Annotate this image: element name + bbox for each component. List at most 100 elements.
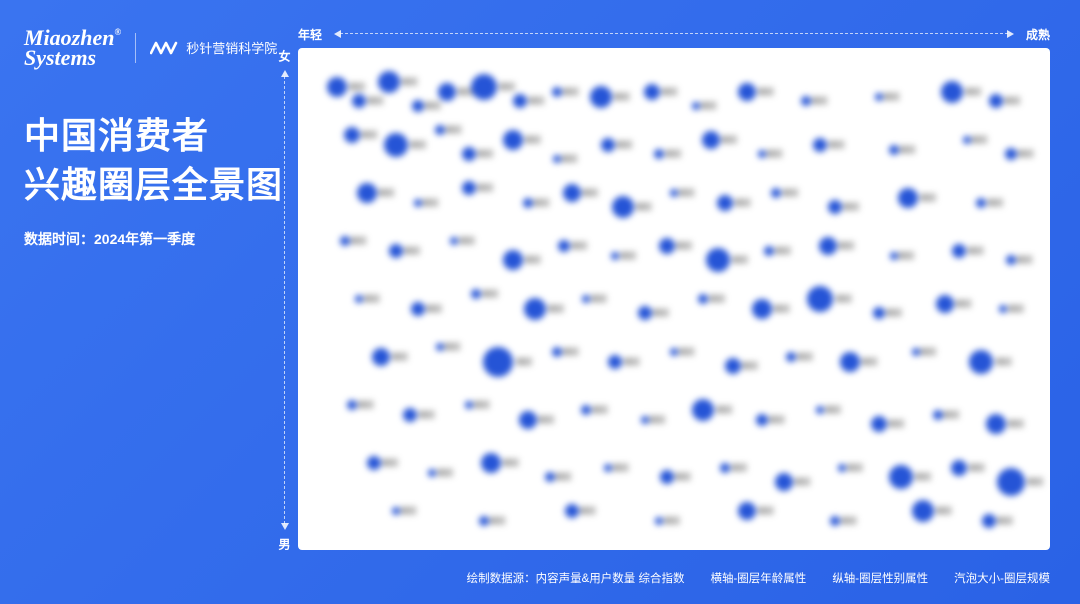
bubble-label: 圈层 xyxy=(364,294,380,305)
bubble-point: 圈层 xyxy=(357,183,377,203)
bubble-point: 圈层 xyxy=(553,155,561,163)
bubble-label: 圈层 xyxy=(1008,303,1024,314)
footer-size: 汽泡大小-圈层规模 xyxy=(954,570,1050,586)
bubble-point: 圈层 xyxy=(483,347,513,377)
bubble-point: 圈层 xyxy=(807,286,833,312)
bubble-point: 圈层 xyxy=(565,504,579,518)
bubble-point: 圈层 xyxy=(873,307,885,319)
bubble-point: 圈层 xyxy=(764,246,774,256)
bubble-point: 圈层 xyxy=(414,199,422,207)
title-line-1: 中国消费者 xyxy=(24,115,209,156)
bubble-label: 圈层 xyxy=(987,197,1003,208)
bubble-label: 圈层 xyxy=(477,183,493,194)
bubble-label: 圈层 xyxy=(847,462,863,473)
bubble-point: 圈层 xyxy=(830,516,840,526)
bubble-label: 圈层 xyxy=(419,409,435,420)
bubble-label: 圈层 xyxy=(915,472,931,483)
bubble-label: 圈层 xyxy=(459,236,475,247)
bubble-label: 圈层 xyxy=(775,245,791,256)
y-axis-arrow xyxy=(284,76,285,524)
bubble-point: 圈层 xyxy=(725,358,741,374)
subtitle: 数据时间：2024年第一季度 xyxy=(24,229,283,249)
bubble-label: 圈层 xyxy=(392,351,408,362)
bubble-label: 圈层 xyxy=(437,467,453,478)
bubble-point: 圈层 xyxy=(644,84,660,100)
bubble-label: 圈层 xyxy=(563,86,579,97)
bubble-point: 圈层 xyxy=(889,145,899,155)
bubble-label: 圈层 xyxy=(996,356,1012,367)
bubble-point: 圈层 xyxy=(933,410,943,420)
bubble-label: 圈层 xyxy=(900,144,916,155)
bubble-point: 圈层 xyxy=(771,188,781,198)
bubble-label: 圈层 xyxy=(423,197,439,208)
bubble-label: 圈层 xyxy=(767,149,783,160)
bubble-point: 圈层 xyxy=(545,472,555,482)
bubble-point: 圈层 xyxy=(775,473,793,491)
bubble-point: 圈层 xyxy=(524,298,546,320)
bubble-label: 圈层 xyxy=(402,77,418,88)
bubble-point: 圈层 xyxy=(638,306,652,320)
x-axis-arrow xyxy=(340,33,1008,34)
bubble-point: 圈层 xyxy=(871,416,887,432)
bubble-label: 圈层 xyxy=(426,303,442,314)
bubble-point: 圈层 xyxy=(890,252,898,260)
bubble-point: 圈层 xyxy=(481,453,501,473)
bubble-label: 圈层 xyxy=(571,240,587,251)
bubble-label: 圈层 xyxy=(624,356,640,367)
bubble-label: 圈层 xyxy=(482,289,498,300)
bubble-label: 圈层 xyxy=(795,477,811,488)
bubble-label: 圈层 xyxy=(742,361,758,372)
bubble-label: 圈层 xyxy=(592,404,608,415)
bubble-label: 圈层 xyxy=(769,414,785,425)
bubble-label: 圈层 xyxy=(534,197,550,208)
bubble-point: 圈层 xyxy=(997,468,1025,496)
bubble-label: 圈层 xyxy=(503,457,519,468)
bubble-label: 圈层 xyxy=(351,236,367,247)
bubble-point: 圈层 xyxy=(698,294,708,304)
y-axis-top-label: 女 xyxy=(276,50,293,62)
bubble-point: 圈层 xyxy=(450,237,458,245)
bubble-point: 圈层 xyxy=(838,464,846,472)
bubble-point: 圈层 xyxy=(969,350,993,374)
bubble-point: 圈层 xyxy=(999,305,1007,313)
bubble-label: 圈层 xyxy=(758,86,774,97)
bubble-label: 圈层 xyxy=(839,240,855,251)
bubble-point: 圈层 xyxy=(840,352,860,372)
chart-frame: 圈层圈层圈层圈层圈层圈层圈层圈层圈层圈层圈层圈层圈层圈层圈层圈层圈层圈层圈层圈层… xyxy=(298,48,1050,550)
bubble-point: 圈层 xyxy=(912,348,920,356)
bubble-label: 圈层 xyxy=(664,515,680,526)
bubble-point: 圈层 xyxy=(389,244,403,258)
bubble-point: 圈层 xyxy=(819,237,837,255)
brand-name-2: Systems xyxy=(24,45,96,70)
bubble-point: 圈层 xyxy=(989,94,1003,108)
bubble-label: 圈层 xyxy=(841,515,857,526)
bubble-label: 圈层 xyxy=(829,139,845,150)
bubble-point: 圈层 xyxy=(465,401,473,409)
bubble-label: 圈层 xyxy=(582,187,598,198)
bubble-label: 圈层 xyxy=(401,506,417,517)
bubble-label: 圈层 xyxy=(516,356,532,367)
bubble-label: 圈层 xyxy=(580,506,596,517)
bubble-label: 圈层 xyxy=(614,91,630,102)
bubble-label: 圈层 xyxy=(662,86,678,97)
bubble-point: 圈层 xyxy=(438,83,456,101)
bubble-label: 圈层 xyxy=(920,192,936,203)
bubble-point: 圈层 xyxy=(641,416,649,424)
bubble-point: 圈层 xyxy=(1005,148,1017,160)
bubble-point: 圈层 xyxy=(558,240,570,252)
bubble-label: 圈层 xyxy=(1017,255,1033,266)
bubble-label: 圈层 xyxy=(972,134,988,145)
bubble-point: 圈层 xyxy=(471,74,497,100)
bubble-point: 圈层 xyxy=(411,302,425,316)
academy-wave-icon xyxy=(150,39,178,57)
bubble-label: 圈层 xyxy=(758,506,774,517)
bubble-label: 圈层 xyxy=(884,91,900,102)
title-block: 中国消费者 兴趣圈层全景图 数据时间：2024年第一季度 xyxy=(24,112,283,249)
bubble-label: 圈层 xyxy=(731,462,747,473)
bubble-label: 圈层 xyxy=(379,187,395,198)
bubble-label: 圈层 xyxy=(898,250,914,261)
bubble-point: 圈层 xyxy=(717,195,733,211)
bubble-label: 圈层 xyxy=(701,101,717,112)
bubble-label: 圈层 xyxy=(563,347,579,358)
bubble-point: 圈层 xyxy=(976,198,986,208)
